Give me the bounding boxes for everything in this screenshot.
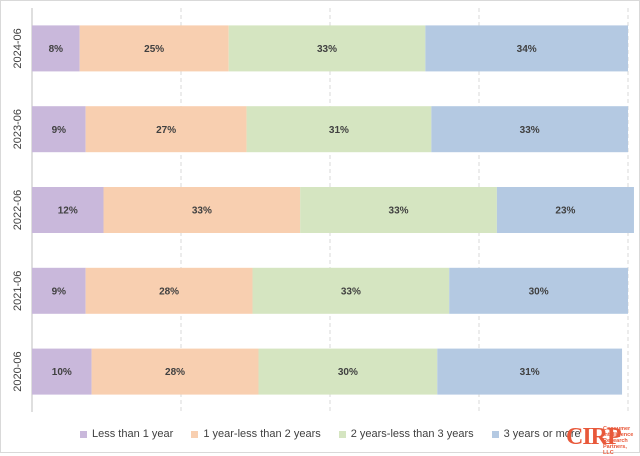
bar-segment	[85, 106, 247, 153]
bar-segment	[32, 187, 104, 233]
legend-swatch	[338, 430, 346, 438]
data-label: 23%	[555, 206, 575, 217]
data-label: 34%	[517, 44, 537, 55]
data-label: 33%	[520, 125, 540, 136]
bar-segment	[425, 25, 628, 72]
legend-label: 3 years or more	[503, 428, 581, 440]
data-label: 30%	[338, 367, 358, 378]
bar-segment	[437, 348, 623, 395]
category-label: 2020-06	[12, 351, 24, 391]
category-label: 2023-06	[12, 109, 24, 149]
bar-segment	[300, 187, 497, 233]
bar-segment	[32, 267, 86, 314]
bar-segment	[246, 106, 432, 153]
data-label: 10%	[52, 367, 72, 378]
legend-item: 2 years-less than 3 years	[338, 428, 474, 440]
data-label: 12%	[58, 206, 78, 217]
category-label: 2021-06	[12, 271, 24, 311]
data-label: 28%	[159, 286, 179, 297]
bar-segment	[431, 106, 628, 153]
legend-label: Less than 1 year	[92, 428, 174, 440]
data-label: 33%	[317, 44, 337, 55]
legend-label: 2 years-less than 3 years	[350, 428, 474, 440]
bar-segment	[79, 25, 229, 72]
data-label: 30%	[529, 286, 549, 297]
data-label: 28%	[165, 367, 185, 378]
data-label: 31%	[520, 367, 540, 378]
logo-mark: CIRP	[566, 424, 622, 450]
data-label: 31%	[329, 125, 349, 136]
legend-swatch	[191, 430, 199, 438]
bar-segment	[32, 106, 86, 153]
bar-segment	[32, 25, 80, 72]
cirp-logo: CIRP Consumer Intelligence Research Partner…	[566, 423, 636, 456]
legend-item: Less than 1 year	[80, 428, 173, 440]
category-label: 2022-06	[12, 190, 24, 230]
legend-label: 1 year-less than 2 years	[203, 428, 321, 440]
data-label: 33%	[341, 286, 361, 297]
legend-item: 3 years or more	[491, 428, 581, 440]
bar-segment	[91, 348, 259, 395]
bar-segment	[252, 267, 450, 314]
data-label: 33%	[389, 206, 409, 217]
data-label: 27%	[156, 125, 176, 136]
bar-segment	[449, 267, 628, 314]
logo-text: Consumer Intelligence Research Partners, LL…	[603, 426, 634, 456]
data-label: 25%	[144, 44, 164, 55]
category-label: 2024-06	[12, 28, 24, 68]
bar-segment	[85, 267, 253, 314]
legend: Less than 1 year 1 year-less than 2 years…	[80, 428, 599, 440]
bar-segment	[258, 348, 438, 395]
legend-swatch	[491, 430, 499, 438]
bar-segment	[228, 25, 426, 72]
legend-item: 1 year-less than 2 years	[191, 428, 321, 440]
bar-segment	[496, 187, 634, 233]
bar-segment	[103, 187, 301, 233]
legend-swatch	[80, 430, 87, 438]
bar-segment	[32, 348, 92, 395]
data-label: 9%	[52, 125, 67, 136]
data-label: 8%	[49, 44, 64, 55]
data-label: 9%	[52, 286, 67, 297]
data-label: 33%	[192, 206, 212, 217]
